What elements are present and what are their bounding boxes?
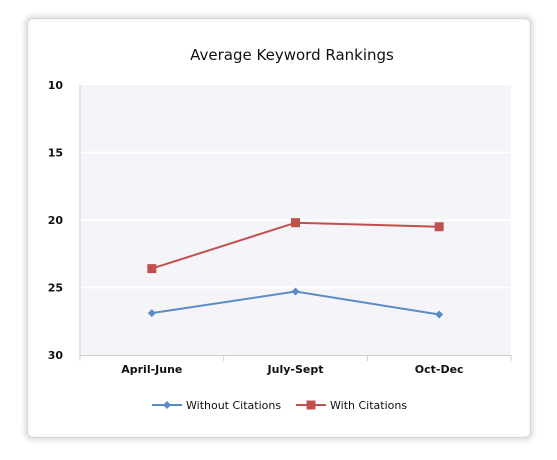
legend-marker <box>163 401 171 409</box>
y-tick-label: 30 <box>48 349 64 362</box>
y-tick-label: 25 <box>48 282 63 295</box>
x-axis-tick-labels: April-June July-Sept Oct-Dec <box>121 363 463 376</box>
chart-title: Average Keyword Rankings <box>190 46 394 64</box>
legend-label: Without Citations <box>186 399 281 412</box>
data-point <box>147 309 156 318</box>
axes <box>79 85 512 361</box>
series-lines <box>147 218 444 319</box>
y-axis-tick-labels: 10 15 20 25 30 <box>48 79 64 362</box>
data-point <box>291 218 300 228</box>
y-tick-label: 20 <box>48 214 64 227</box>
x-tick-label: Oct-Dec <box>415 363 464 376</box>
data-point <box>147 264 157 274</box>
y-tick-label: 15 <box>48 147 63 160</box>
data-point <box>435 310 444 319</box>
data-point <box>291 287 300 296</box>
x-tick-label: July-Sept <box>267 363 324 376</box>
legend: Without Citations With Citations <box>152 399 407 412</box>
legend-label: With Citations <box>330 399 407 412</box>
legend-marker <box>306 400 316 410</box>
x-tick-label: April-June <box>121 363 182 376</box>
data-point <box>434 222 444 232</box>
y-tick-label: 10 <box>48 79 64 92</box>
